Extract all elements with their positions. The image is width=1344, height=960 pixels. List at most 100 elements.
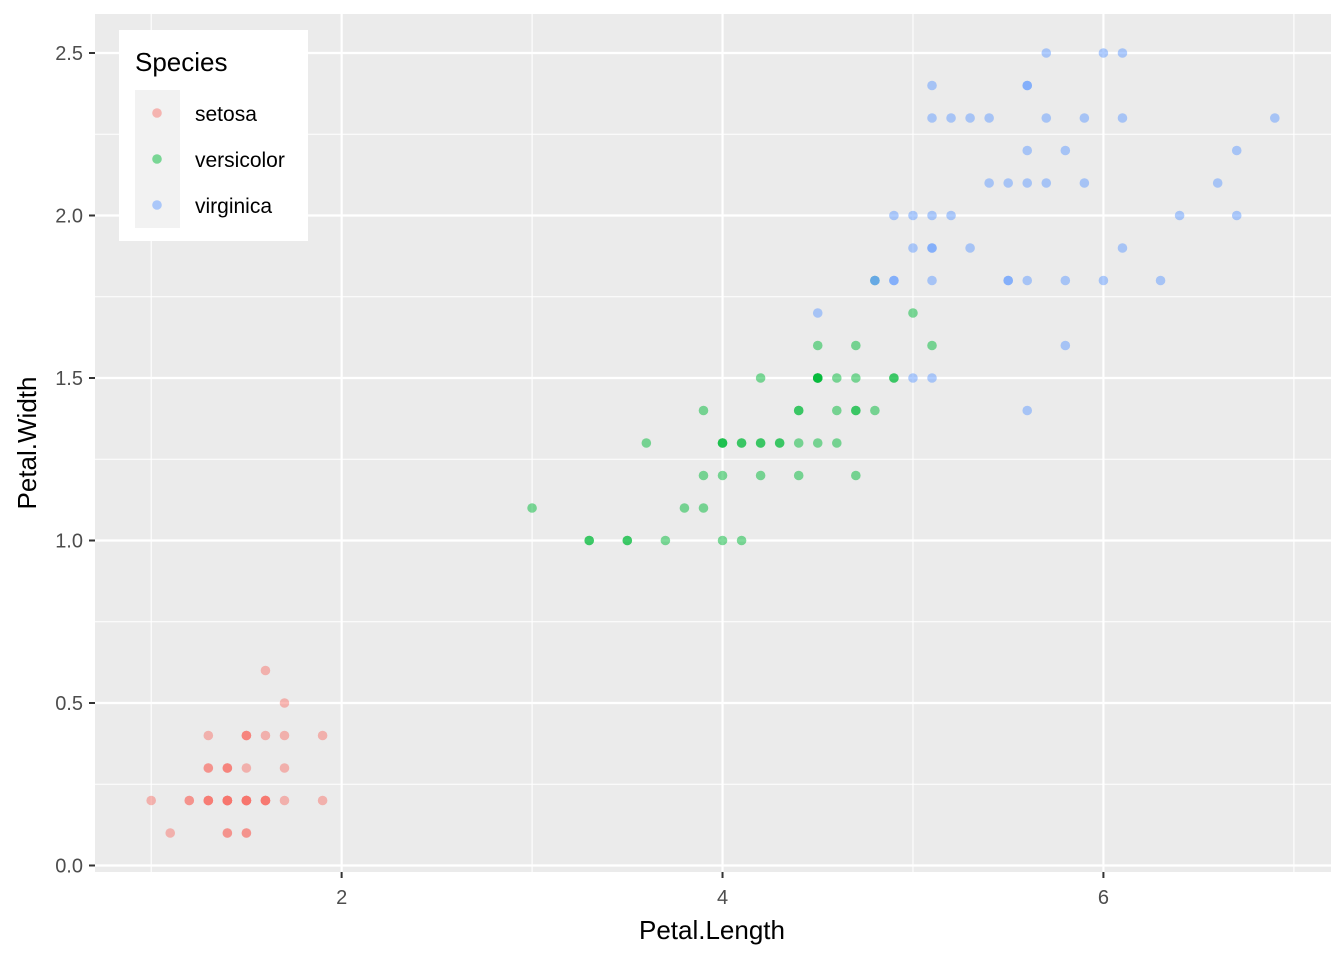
data-point — [927, 113, 937, 123]
x-tick-label: 6 — [1098, 887, 1109, 909]
data-point — [1022, 275, 1033, 286]
data-point — [1022, 145, 1033, 156]
y-tick-label: 2.5 — [55, 43, 83, 65]
data-point — [1060, 145, 1071, 156]
data-point — [527, 503, 537, 513]
data-point — [1212, 178, 1223, 188]
data-point — [831, 405, 842, 416]
data-point — [831, 438, 842, 448]
data-point — [793, 405, 804, 416]
gridlines — [95, 14, 1331, 872]
legend-key-setosa — [152, 108, 162, 118]
data-point — [1231, 210, 1242, 221]
data-point — [870, 405, 880, 416]
data-point — [965, 243, 975, 253]
legend-key-virginica — [152, 200, 162, 210]
data-point — [851, 405, 861, 416]
data-point — [622, 535, 633, 546]
data-point — [1098, 48, 1109, 58]
data-points — [146, 48, 1280, 838]
legend-label-setosa: setosa — [195, 103, 257, 126]
data-point — [984, 113, 994, 123]
axes: 2 4 6 0.0 0.5 1.0 1.5 2.0 2.5 — [55, 43, 1109, 909]
data-point — [260, 730, 271, 741]
data-point — [927, 340, 937, 351]
data-point — [1174, 210, 1185, 221]
data-point — [698, 503, 709, 513]
data-point — [184, 795, 195, 806]
data-point — [831, 373, 842, 383]
data-point — [260, 665, 271, 676]
data-point — [165, 828, 176, 838]
y-tick-label: 0.5 — [55, 693, 83, 715]
data-point — [889, 210, 899, 221]
y-axis-title: Petal.Width — [12, 377, 42, 510]
y-tick-label: 2.0 — [55, 206, 83, 228]
data-point — [317, 730, 328, 741]
data-point — [1231, 145, 1242, 156]
data-point — [984, 178, 994, 188]
data-point — [1079, 178, 1090, 188]
data-point — [584, 535, 595, 546]
data-point — [698, 470, 709, 481]
data-point — [222, 795, 233, 806]
data-point — [908, 373, 918, 383]
data-point — [812, 373, 823, 383]
y-tick-label: 1.5 — [55, 368, 83, 390]
data-point — [812, 340, 823, 351]
data-point — [1117, 113, 1128, 123]
data-point — [1060, 275, 1071, 286]
data-point — [241, 795, 252, 806]
data-point — [908, 308, 918, 318]
data-point — [1060, 340, 1071, 351]
data-point — [908, 210, 918, 221]
data-point — [1079, 113, 1090, 123]
data-point — [1155, 275, 1166, 286]
data-point — [717, 438, 728, 448]
data-point — [241, 828, 252, 838]
data-point — [736, 535, 747, 546]
data-point — [1117, 243, 1128, 253]
data-point — [812, 438, 823, 448]
data-point — [1022, 178, 1033, 188]
series-virginica — [812, 48, 1280, 416]
data-point — [755, 438, 766, 448]
data-point — [203, 730, 214, 741]
data-point — [222, 763, 233, 773]
data-point — [927, 80, 937, 91]
y-tick-label: 0.0 — [55, 856, 83, 878]
data-point — [908, 243, 918, 253]
data-point — [851, 373, 861, 383]
data-point — [317, 795, 328, 806]
data-point — [889, 373, 899, 383]
data-point — [679, 503, 690, 513]
legend-keys: setosa versicolor virginica — [135, 90, 285, 228]
data-point — [1003, 178, 1013, 188]
data-point — [927, 373, 937, 383]
data-point — [736, 438, 747, 448]
data-point — [717, 535, 728, 546]
data-point — [1098, 275, 1109, 286]
data-point — [1003, 275, 1013, 286]
x-tick-label: 2 — [336, 887, 347, 909]
data-point — [793, 470, 804, 481]
data-point — [927, 275, 937, 286]
data-point — [241, 763, 252, 773]
data-point — [222, 828, 233, 838]
data-point — [946, 210, 956, 221]
data-point — [698, 405, 709, 416]
x-tick-label: 4 — [717, 887, 728, 909]
data-point — [717, 470, 728, 481]
data-point — [279, 698, 290, 708]
data-point — [279, 730, 290, 741]
data-point — [927, 210, 937, 221]
data-point — [1041, 48, 1052, 58]
legend-title: Species — [135, 47, 228, 77]
data-point — [851, 340, 861, 351]
legend-label-versicolor: versicolor — [195, 149, 285, 172]
legend: Species setosa versicolor virginica — [119, 30, 308, 241]
data-point — [755, 373, 766, 383]
data-point — [660, 535, 671, 546]
data-point — [203, 795, 214, 806]
